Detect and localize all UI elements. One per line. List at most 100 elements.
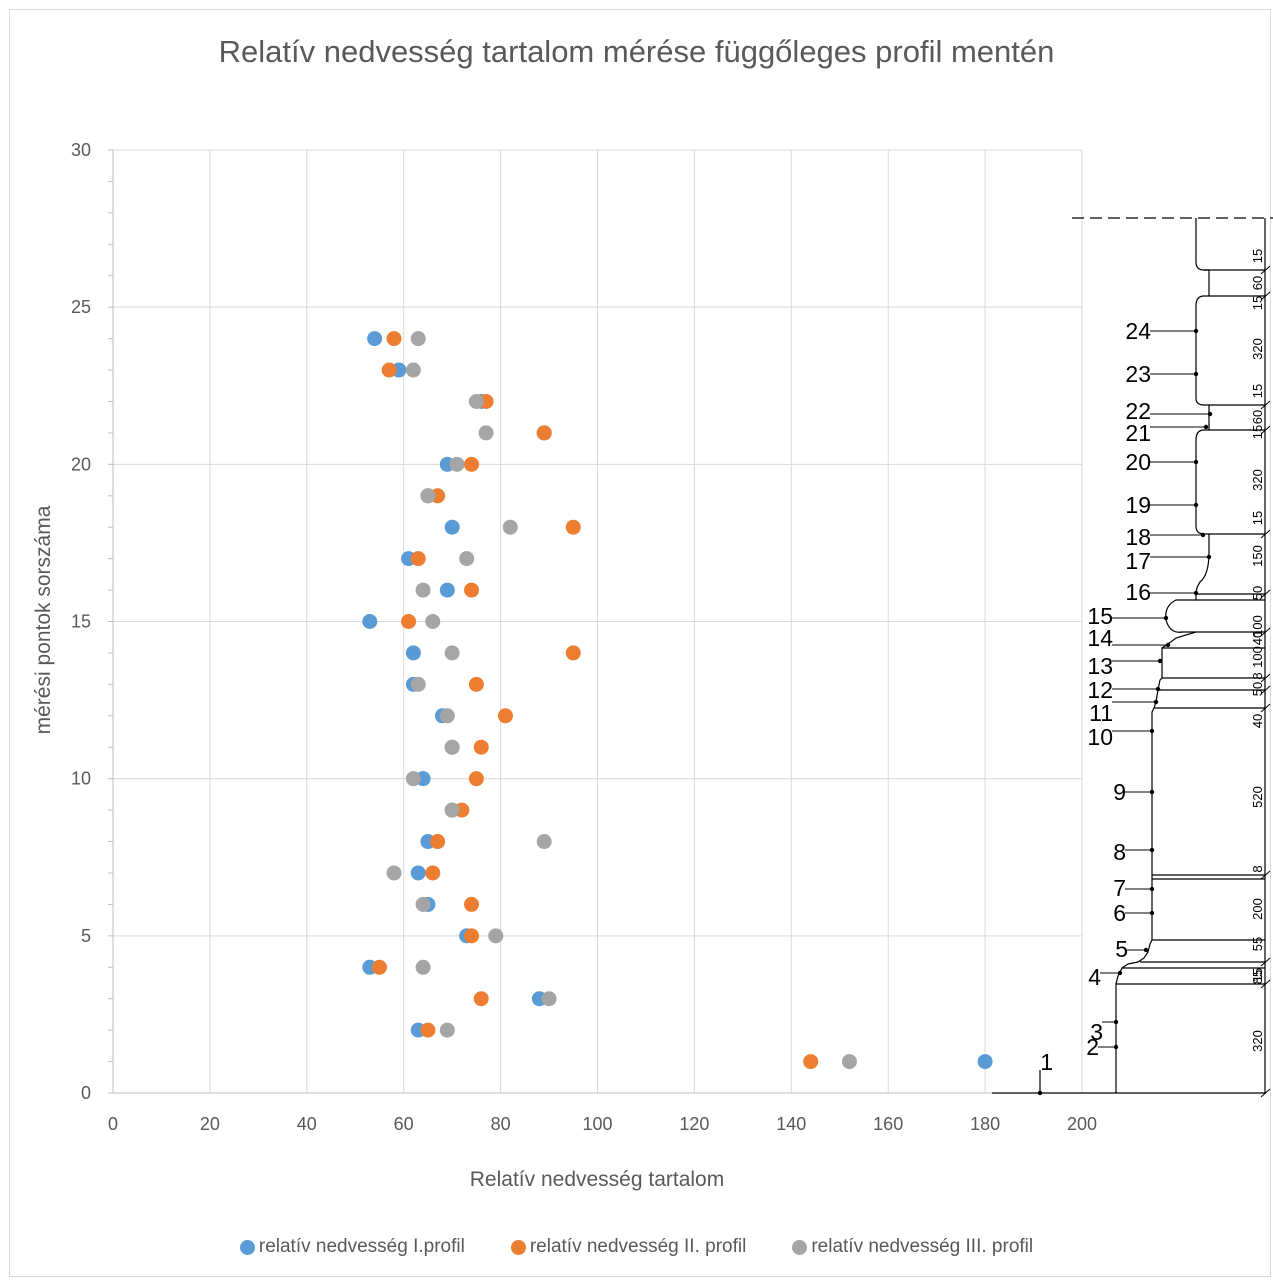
- data-point-series-3: [439, 1022, 455, 1038]
- data-point-series-3: [439, 708, 455, 724]
- dimension-label: 85: [1250, 970, 1265, 984]
- profile-dimensions: 3208515552008520405081004010050150153201…: [1250, 249, 1271, 1098]
- x-axis-label: Relatív nedvesség tartalom: [469, 1168, 725, 1191]
- dimension-break-mark: [1260, 589, 1271, 599]
- measurement-point-label: 5: [1115, 936, 1128, 962]
- series-3: [386, 331, 857, 1070]
- legend-label-series-3: relatív nedvesség III. profil: [811, 1236, 1034, 1257]
- data-point-series-2: [468, 676, 484, 692]
- data-point-series-2: [381, 362, 397, 378]
- measurement-point-dot: [1037, 1090, 1043, 1096]
- x-tick-label: 120: [679, 1114, 709, 1134]
- data-point-series-1: [405, 645, 421, 661]
- dimension-label: 150: [1250, 545, 1265, 567]
- data-point-series-2: [464, 456, 480, 472]
- dimension-label: 60: [1250, 410, 1265, 424]
- data-point-series-1: [977, 1054, 993, 1070]
- legend-item-series-1: relatív nedvesség I.profil: [239, 1236, 465, 1258]
- x-tick-label: 80: [491, 1114, 511, 1134]
- measurement-point-label: 3: [1090, 1019, 1103, 1045]
- legend-item-series-2: relatív nedvesség II. profil: [510, 1236, 746, 1258]
- legend-marker-series-3: [792, 1239, 808, 1255]
- dimension-label: 50: [1250, 586, 1265, 600]
- data-point-series-2: [497, 708, 513, 724]
- data-point-series-1: [367, 331, 383, 347]
- dimension-label: 55: [1250, 937, 1265, 951]
- dimension-break-mark: [1260, 685, 1271, 695]
- data-point-series-2: [430, 834, 446, 850]
- measurement-point-label: 9: [1113, 779, 1126, 805]
- data-point-series-2: [473, 739, 489, 755]
- series-2: [371, 331, 819, 1070]
- data-point-series-3: [415, 959, 431, 975]
- measurement-point-label: 24: [1125, 318, 1151, 344]
- data-point-series-1: [439, 582, 455, 598]
- data-point-series-2: [473, 991, 489, 1007]
- legend-marker-series-1: [239, 1239, 255, 1255]
- data-point-series-3: [415, 582, 431, 598]
- dimension-label: 8: [1250, 672, 1265, 679]
- data-point-series-2: [464, 896, 480, 912]
- measurement-point-dot: [1203, 424, 1209, 430]
- measurement-point-dot: [1113, 1044, 1119, 1050]
- y-tick-label: 25: [71, 297, 91, 317]
- data-point-series-3: [425, 614, 441, 629]
- measurement-point-dot: [1149, 789, 1155, 795]
- dimension-label: 520: [1250, 786, 1265, 808]
- dimension-label: 60: [1250, 276, 1265, 290]
- dimension-label: 15: [1250, 249, 1265, 263]
- data-point-series-3: [405, 771, 421, 787]
- dimension-break-mark: [1260, 265, 1271, 275]
- measurement-point-dot: [1117, 970, 1123, 976]
- measurement-point-label: 8: [1113, 839, 1126, 865]
- data-point-series-2: [536, 425, 552, 441]
- data-point-series-3: [410, 331, 426, 347]
- data-point-series-2: [565, 645, 581, 661]
- measurement-point-label: 2: [1086, 1034, 1099, 1060]
- y-tick-label: 10: [71, 769, 91, 789]
- measurement-point-dot: [1200, 532, 1206, 538]
- data-point-series-2: [464, 928, 480, 944]
- dimension-break-mark: [1260, 627, 1271, 637]
- dimension-break-mark: [1260, 425, 1271, 435]
- measurement-point-dot: [1165, 642, 1171, 648]
- x-tick-label: 200: [1067, 1114, 1097, 1134]
- data-point-series-3: [541, 991, 557, 1007]
- data-point-series-2: [420, 1022, 436, 1038]
- dimension-break-mark: [1260, 1088, 1271, 1098]
- measurement-point-label: 22: [1125, 398, 1151, 424]
- legend-marker-series-2: [510, 1239, 526, 1255]
- dimension-label: 15: [1250, 511, 1265, 525]
- data-point-series-1: [444, 519, 460, 535]
- dimension-break-mark: [1260, 673, 1271, 683]
- dimension-label: 100: [1250, 646, 1265, 668]
- y-tick-label: 15: [71, 612, 91, 632]
- measurement-point-label: 21: [1125, 420, 1151, 446]
- measurement-point-label: 13: [1087, 653, 1113, 679]
- x-tick-label: 60: [394, 1114, 414, 1134]
- measurement-point-dot: [1163, 615, 1169, 621]
- measurement-point-label: 16: [1125, 579, 1151, 605]
- y-tick-label: 20: [71, 454, 91, 474]
- data-point-series-3: [386, 865, 402, 881]
- y-tick-labels: 0 5 10 15 20 25 30: [71, 140, 91, 1103]
- measurement-point-label: 15: [1087, 603, 1113, 629]
- x-tick-label: 100: [582, 1114, 612, 1134]
- dimension-break-mark: [1260, 291, 1271, 301]
- measurement-point-dot: [1193, 459, 1199, 465]
- dimension-label: 100: [1250, 615, 1265, 637]
- data-point-series-2: [565, 519, 581, 535]
- x-tick-label: 140: [776, 1114, 806, 1134]
- dimension-label: 320: [1250, 1030, 1265, 1052]
- dimension-break-mark: [1260, 529, 1271, 539]
- measurement-point-dot: [1149, 728, 1155, 734]
- measurement-point-label: 1: [1040, 1049, 1053, 1075]
- data-point-series-1: [410, 865, 426, 881]
- x-tick-label: 40: [297, 1114, 317, 1134]
- profile-outline: [1115, 218, 1210, 1093]
- x-tick-labels: 0 20 40 60 80 100 120 140 160 180 200: [108, 1114, 1097, 1134]
- measurement-point-dot: [1193, 371, 1199, 377]
- dimension-label: 15: [1250, 425, 1265, 439]
